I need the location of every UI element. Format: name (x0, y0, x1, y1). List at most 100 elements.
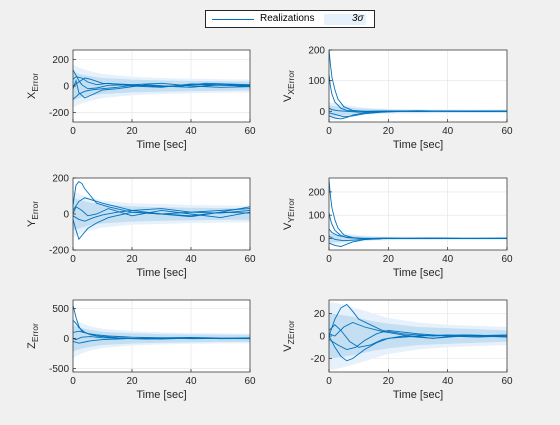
x-tick-label: 40 (442, 376, 454, 387)
x-tick-label: 20 (126, 254, 138, 265)
legend-label-sigma: 3σ (352, 13, 364, 24)
y-axis-label-subscript: Error (30, 73, 40, 92)
y-tick-label: 200 (308, 187, 325, 198)
realization-line-5 (73, 336, 250, 341)
x-tick-label: 40 (442, 126, 454, 137)
x-tick-label: 40 (442, 254, 454, 265)
y-tick-label: 0 (63, 210, 69, 221)
x-tick-label: 20 (126, 376, 138, 387)
y-axis-label-main: V (282, 94, 294, 102)
y-tick-label: -20 (311, 354, 326, 365)
x-tick-label: 0 (70, 376, 76, 387)
x-tick-label: 60 (501, 126, 513, 137)
y-axis-label: XError (26, 73, 40, 99)
y-axis-label-main: V (282, 222, 294, 230)
y-axis-label-subscript: Error (30, 201, 40, 220)
y-axis-label: YError (26, 201, 40, 227)
plot-area (329, 302, 507, 370)
y-tick-label: 0 (319, 234, 325, 245)
x-axis-label: Time [sec] (136, 139, 186, 151)
plot-area (73, 181, 250, 241)
y-tick-label: -500 (49, 364, 69, 375)
x-tick-label: 0 (326, 376, 332, 387)
sigma-band-swatch (324, 14, 366, 25)
x-axis-label: Time [sec] (136, 389, 186, 401)
x-tick-label: 60 (501, 254, 513, 265)
realization-line-5 (73, 206, 250, 219)
x-tick-label: 40 (185, 254, 197, 265)
x-tick-label: 20 (126, 126, 138, 137)
legend: Realizations 3σ (205, 10, 375, 28)
realization-line-1 (329, 303, 507, 337)
realization-line-5 (73, 77, 250, 88)
y-tick-label: 200 (52, 174, 69, 185)
y-tick-label: -200 (49, 246, 69, 257)
x-tick-label: 60 (244, 376, 256, 387)
legend-label-realizations: Realizations (260, 13, 315, 24)
y-tick-label: 200 (52, 55, 69, 66)
realization-line-2 (329, 334, 507, 362)
x-tick-label: 20 (383, 376, 395, 387)
x-tick-label: 20 (383, 126, 395, 137)
x-tick-label: 20 (383, 254, 395, 265)
y-axis-label-main: Y (26, 219, 38, 227)
plot-area (73, 64, 250, 108)
realization-line-2 (329, 74, 507, 113)
y-tick-label: 200 (308, 46, 325, 57)
y-axis-label-subscript: Error (30, 323, 40, 342)
subplot-4: 0 20 40 60 0 100 200 Time [sec] VYError (282, 177, 513, 279)
realization-line-2 (73, 84, 250, 100)
y-tick-label: 100 (308, 76, 325, 87)
subplot-2: 0 20 40 60 0 100 200 Time [sec] VXError (282, 46, 513, 152)
x-tick-label: 60 (244, 254, 256, 265)
x-tick-label: 0 (70, 126, 76, 137)
y-tick-label: -200 (49, 108, 69, 119)
y-tick-label: 500 (52, 304, 69, 315)
y-axis-label-subscript: YError (286, 198, 296, 223)
x-axis-label: Time [sec] (393, 139, 443, 151)
realization-line-5 (329, 228, 507, 240)
y-axis-label: ZError (26, 323, 40, 349)
plot-area (329, 50, 507, 121)
y-axis-label: VXError (282, 70, 296, 102)
y-axis-label-main: V (282, 344, 294, 352)
realization-line-5 (329, 107, 507, 113)
realizations-line-swatch (212, 19, 254, 20)
y-axis-label-main: X (26, 91, 38, 99)
y-axis-label: VZError (282, 320, 296, 352)
realization-line-3 (73, 197, 250, 214)
y-tick-label: 20 (314, 309, 326, 320)
y-tick-label: 0 (319, 332, 325, 343)
y-tick-label: 100 (308, 211, 325, 222)
x-axis-label: Time [sec] (393, 389, 443, 401)
x-tick-label: 40 (185, 126, 197, 137)
realization-line-2 (73, 206, 250, 241)
x-axis-label: Time [sec] (136, 267, 186, 279)
y-axis-label-subscript: XError (286, 70, 296, 95)
y-tick-label: 0 (63, 334, 69, 345)
y-tick-label: 0 (319, 107, 325, 118)
realization-line-5 (329, 322, 507, 339)
axes-frame (328, 177, 508, 251)
axes-frame (72, 299, 251, 373)
plot-area (73, 305, 250, 359)
plot-area (329, 180, 507, 247)
x-tick-label: 60 (244, 126, 256, 137)
y-axis-label-main: Z (26, 342, 38, 349)
y-tick-label: 0 (63, 82, 69, 93)
y-axis-label: VYError (282, 198, 296, 230)
x-tick-label: 60 (501, 376, 513, 387)
x-tick-label: 0 (326, 126, 332, 137)
x-tick-label: 0 (326, 254, 332, 265)
axes-frame (328, 49, 508, 123)
x-axis-label: Time [sec] (393, 267, 443, 279)
x-tick-label: 40 (185, 376, 197, 387)
x-tick-label: 0 (70, 254, 76, 265)
y-axis-label-subscript: ZError (286, 320, 296, 344)
